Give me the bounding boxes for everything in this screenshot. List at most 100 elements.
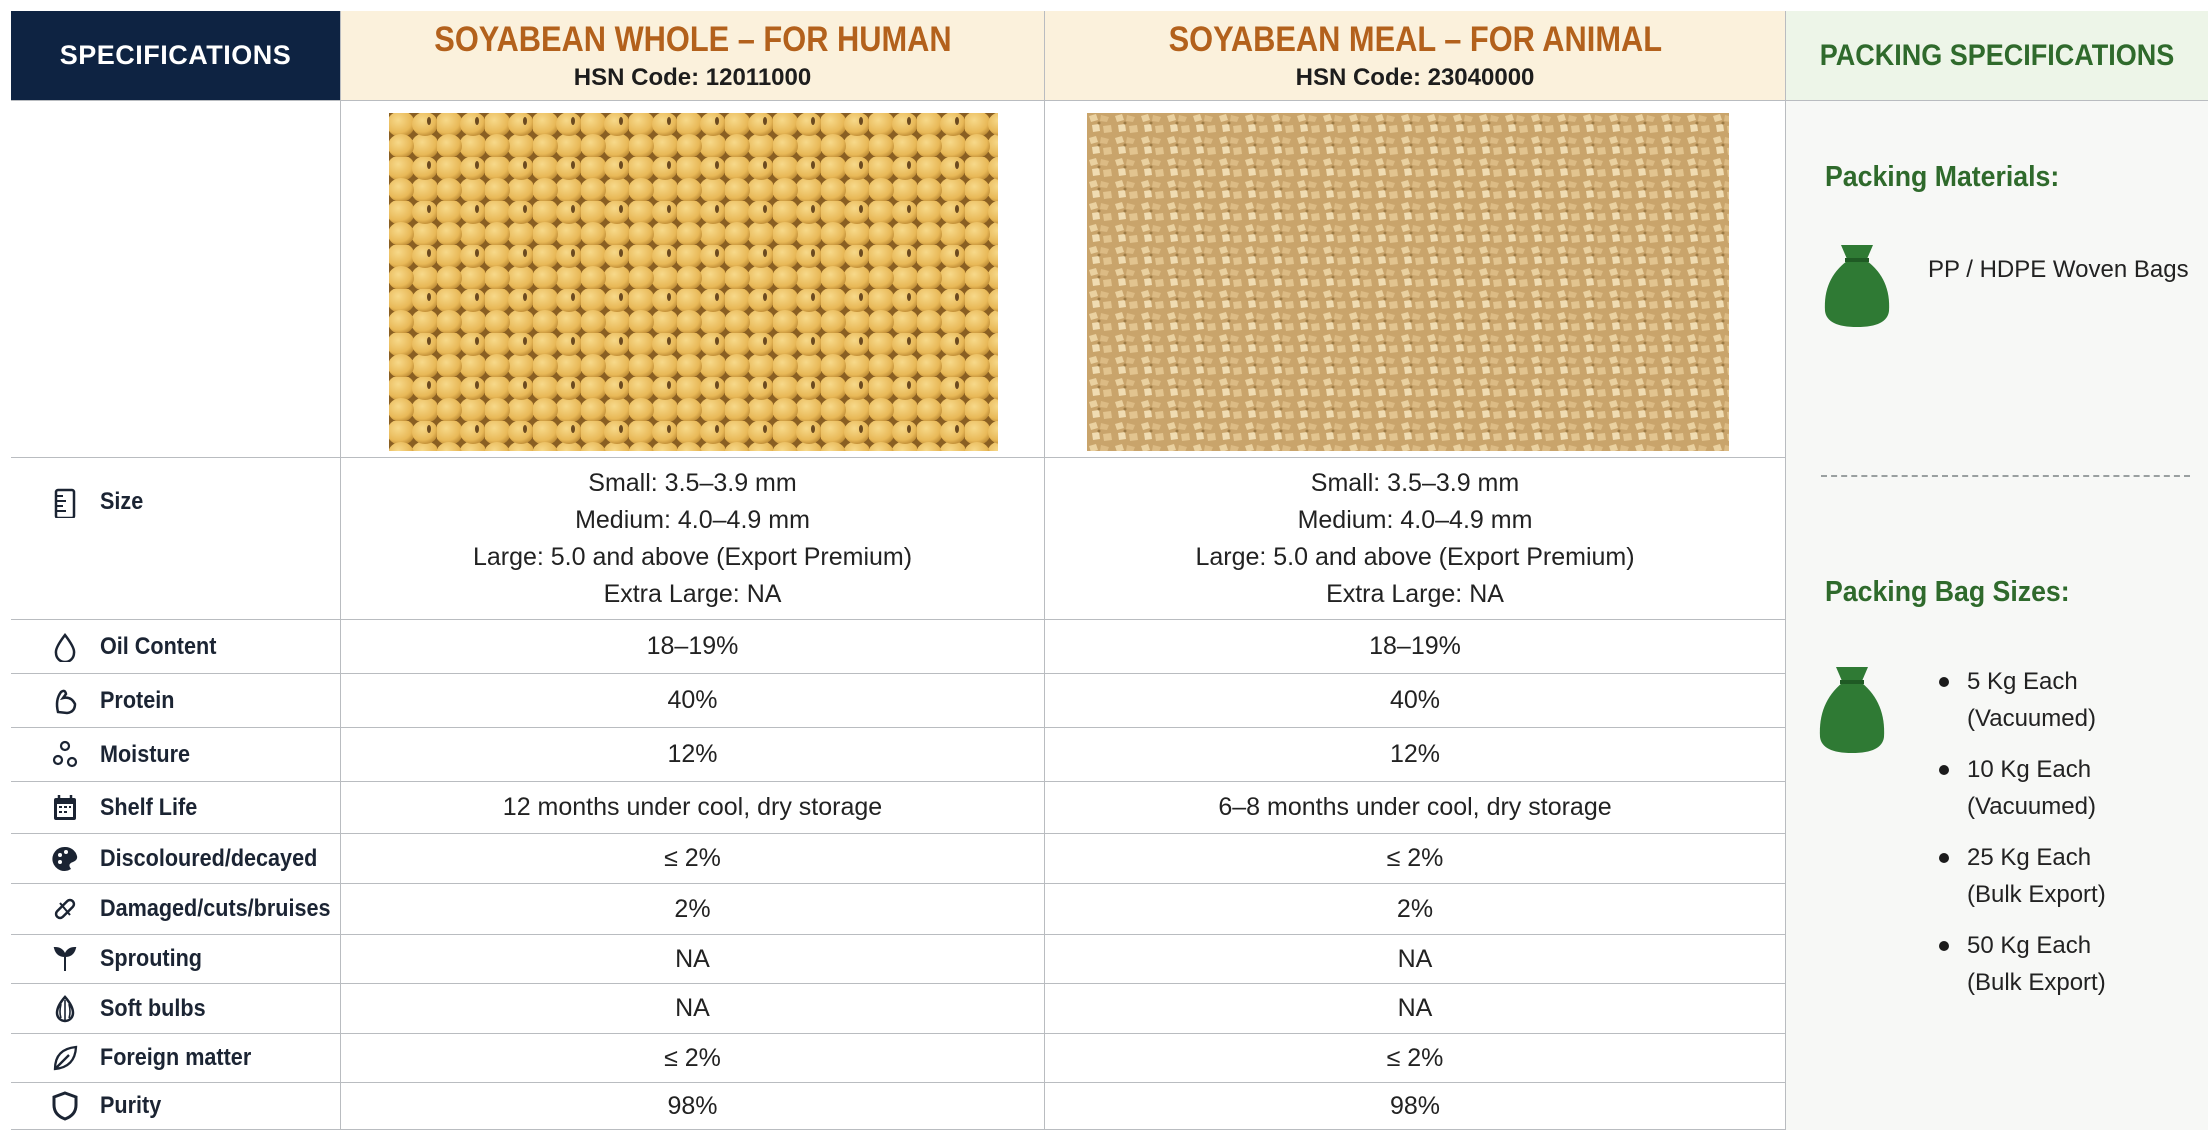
spec-value: 18–19% bbox=[646, 632, 739, 660]
spec-value: 2% bbox=[1396, 894, 1434, 923]
spec-label-cell: Damaged/cuts/bruises bbox=[11, 884, 341, 935]
size-line: (Bulk Export) bbox=[1967, 881, 2106, 908]
row-icon bbox=[54, 488, 76, 518]
row-icon bbox=[54, 898, 76, 920]
spec-value: NA bbox=[1397, 994, 1433, 1022]
spec-label: Discoloured/decayed bbox=[100, 844, 318, 872]
spec-value: ≤ 2% bbox=[664, 1043, 721, 1072]
divider bbox=[1821, 475, 2190, 477]
spec-value: 40% bbox=[667, 686, 718, 714]
spec-value-cell: 6–8 months under cool, dry storage bbox=[1045, 782, 1786, 834]
spec-value: 2% bbox=[674, 894, 711, 923]
spec-header: SPECIFICATIONS bbox=[11, 11, 341, 101]
bullet bbox=[1939, 853, 1949, 863]
spec-value-cell: ≤ 2% bbox=[341, 1034, 1045, 1083]
spec-value: 6–8 months under cool, dry storage bbox=[1218, 793, 1612, 821]
bag-icon bbox=[1824, 245, 1890, 327]
spec-value-cell: 40% bbox=[1045, 674, 1786, 728]
size-item: 25 Kg Each (Bulk Export) bbox=[1967, 839, 2106, 913]
spec-label-cell: Protein bbox=[11, 674, 341, 728]
hsn-code: HSN Code: 23040000 bbox=[1295, 63, 1535, 91]
spec-label: Damaged/cuts/bruises bbox=[100, 895, 331, 922]
row-icon bbox=[54, 794, 76, 820]
spec-label-cell: Soft bulbs bbox=[11, 984, 341, 1034]
packing-panel: Packing Materials: PP / HDPE Woven Bags … bbox=[1786, 101, 2208, 1130]
product-header: SOYABEAN MEAL – FOR ANIMAL HSN Code: 230… bbox=[1045, 11, 1786, 101]
size-item: 50 Kg Each (Bulk Export) bbox=[1967, 927, 2106, 1001]
spec-label: Size bbox=[100, 488, 144, 515]
packing-sizes-title: Packing Bag Sizes: bbox=[1825, 576, 2070, 608]
spec-value-cell: Small: 3.5–3.9 mm Medium: 4.0–4.9 mm Large… bbox=[1045, 458, 1786, 620]
row-icon bbox=[55, 689, 77, 714]
product-title: SOYABEAN MEAL – FOR ANIMAL bbox=[1168, 19, 1662, 59]
spec-value: 12 months under cool, dry storage bbox=[502, 793, 883, 821]
spec-value: 12% bbox=[1389, 740, 1441, 768]
header-text: SPECIFICATIONS bbox=[59, 40, 292, 70]
spec-value: ≤ 2% bbox=[1386, 844, 1444, 872]
size-item: 5 Kg Each (Vacuumed) bbox=[1967, 663, 2096, 737]
spec-value: Small: 3.5–3.9 mm bbox=[1310, 468, 1520, 497]
row-icon bbox=[54, 632, 76, 662]
spec-value-cell: 18–19% bbox=[341, 620, 1045, 674]
spec-value: Extra Large: NA bbox=[603, 579, 782, 608]
row-icon bbox=[52, 1091, 78, 1121]
spec-value-cell: 98% bbox=[1045, 1083, 1786, 1130]
bullet bbox=[1939, 765, 1949, 775]
spec-label-cell: Size bbox=[11, 458, 341, 620]
spec-value-cell: ≤ 2% bbox=[1045, 834, 1786, 884]
spec-label: Sprouting bbox=[100, 945, 202, 972]
size-line: (Vacuumed) bbox=[1967, 793, 2096, 820]
spec-label-cell: Discoloured/decayed bbox=[11, 834, 341, 884]
product-header: SOYABEAN WHOLE – FOR HUMAN HSN Code: 120… bbox=[341, 11, 1045, 101]
spec-value-cell: NA bbox=[1045, 935, 1786, 984]
row-icon bbox=[52, 846, 78, 871]
spec-value-cell: NA bbox=[341, 984, 1045, 1034]
spec-value: 98% bbox=[1389, 1091, 1441, 1120]
hsn-code: HSN Code: 12011000 bbox=[573, 63, 812, 91]
spec-label: Protein bbox=[100, 686, 175, 714]
spec-value-cell: NA bbox=[1045, 984, 1786, 1034]
row-icon bbox=[52, 740, 78, 767]
spec-value: ≤ 2% bbox=[664, 844, 721, 872]
size-line: 25 Kg Each bbox=[1967, 844, 2092, 871]
spec-label: Soft bulbs bbox=[100, 994, 206, 1022]
spec-value: 18–19% bbox=[1369, 632, 1461, 660]
size-line: (Vacuumed) bbox=[1967, 705, 2096, 732]
size-line: 50 Kg Each bbox=[1967, 932, 2092, 959]
packing-materials-title: Packing Materials: bbox=[1825, 161, 2060, 193]
spec-label: Purity bbox=[100, 1092, 162, 1119]
bullet bbox=[1939, 941, 1949, 951]
spec-value: Large: 5.0 and above (Export Premium) bbox=[1195, 542, 1635, 571]
size-line: 5 Kg Each bbox=[1967, 668, 2078, 695]
spec-value: 12% bbox=[667, 740, 718, 768]
empty-cell bbox=[11, 101, 341, 458]
spec-value-cell: 98% bbox=[341, 1083, 1045, 1130]
spec-label: Oil Content bbox=[100, 632, 217, 660]
bag-icon bbox=[1819, 667, 1885, 753]
spec-value-cell: 12% bbox=[341, 728, 1045, 782]
spec-label-cell: Foreign matter bbox=[11, 1034, 341, 1083]
spec-value-cell: 18–19% bbox=[1045, 620, 1786, 674]
spec-value-cell: NA bbox=[341, 935, 1045, 984]
bullet bbox=[1939, 677, 1949, 687]
packing-material: PP / HDPE Woven Bags bbox=[1928, 256, 2189, 283]
spec-value: Medium: 4.0–4.9 mm bbox=[1297, 505, 1533, 534]
spec-value: Extra Large: NA bbox=[1326, 579, 1504, 608]
spec-value-cell: 2% bbox=[341, 884, 1045, 935]
spec-value: NA bbox=[675, 994, 710, 1022]
spec-label-cell: Moisture bbox=[11, 728, 341, 782]
spec-value: Small: 3.5–3.9 mm bbox=[588, 468, 797, 497]
spec-label: Shelf Life bbox=[100, 793, 198, 821]
spec-value-cell: ≤ 2% bbox=[1045, 1034, 1786, 1083]
row-icon bbox=[53, 1045, 78, 1071]
spec-label-cell: Purity bbox=[11, 1083, 341, 1130]
spec-value-cell: 12% bbox=[1045, 728, 1786, 782]
row-icon bbox=[53, 946, 77, 971]
spec-label-cell: Oil Content bbox=[11, 620, 341, 674]
spec-value-cell: 2% bbox=[1045, 884, 1786, 935]
size-line: (Bulk Export) bbox=[1967, 969, 2106, 996]
spec-label-cell: Sprouting bbox=[11, 935, 341, 984]
size-item: 10 Kg Each (Vacuumed) bbox=[1967, 751, 2096, 825]
spec-label: Moisture bbox=[100, 740, 191, 768]
